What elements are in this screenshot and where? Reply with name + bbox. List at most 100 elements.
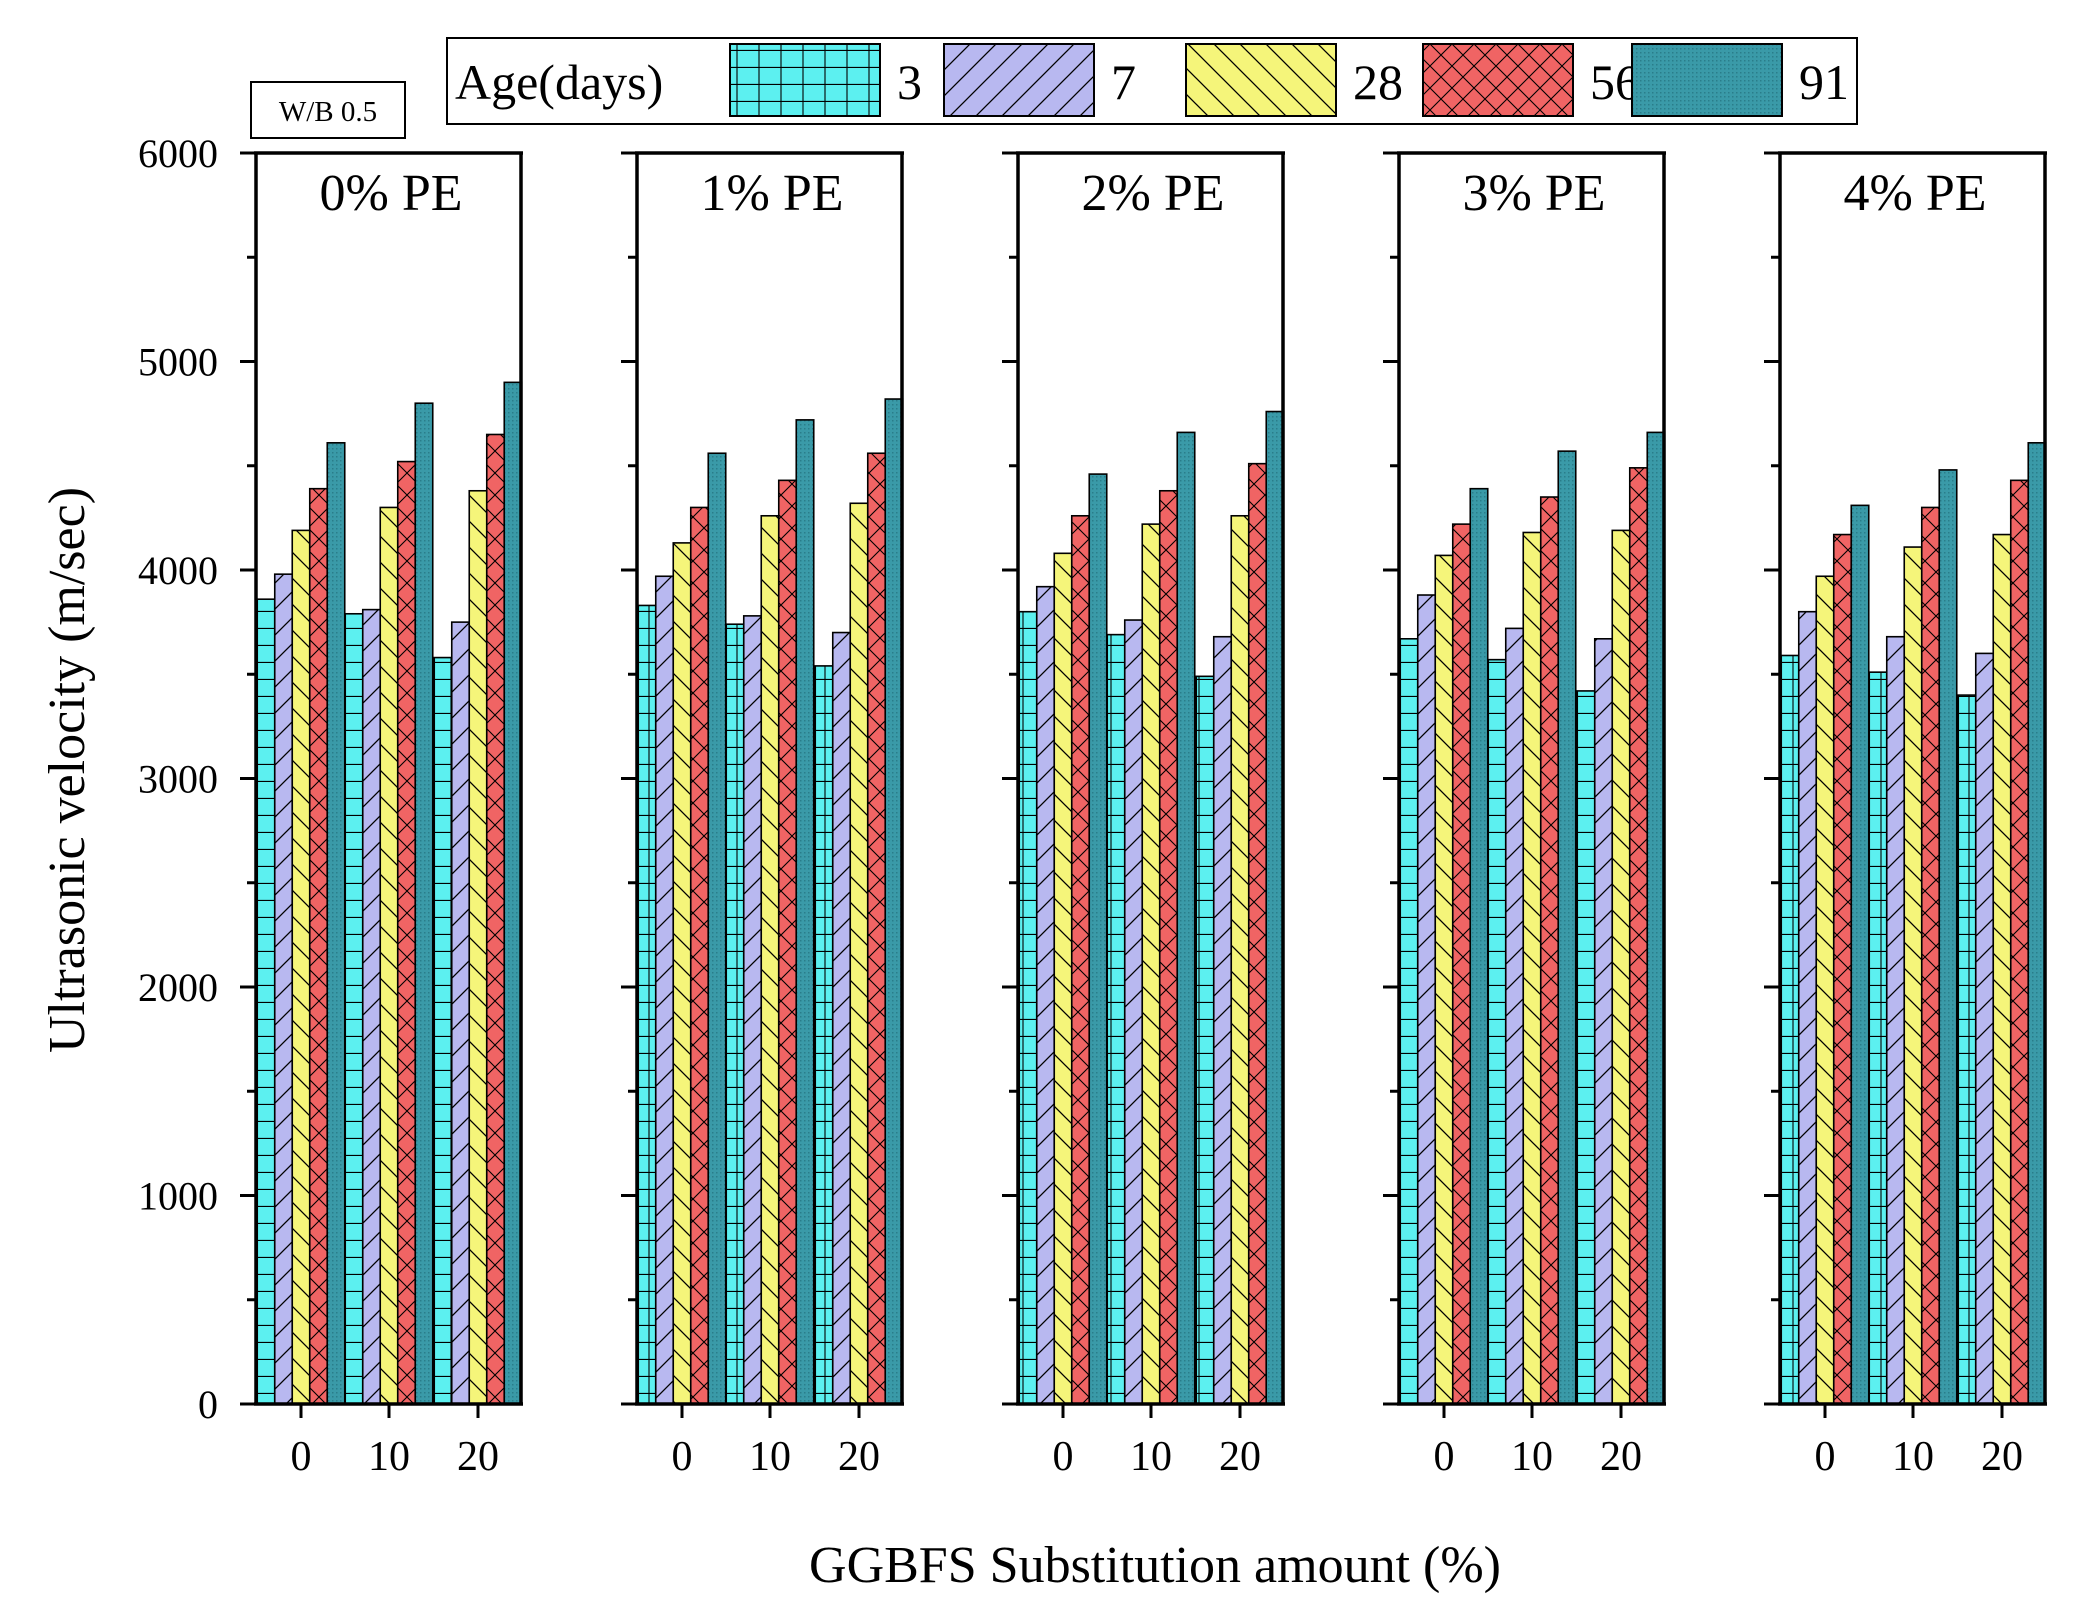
bar [1230,514,1250,1405]
legend-swatch-56 [1422,43,1574,117]
bar [689,506,710,1405]
bar [1611,529,1631,1405]
bar [1885,635,1906,1405]
bar [795,419,815,1405]
y-axis-title: Ultrasonic velocity (m/sec) [39,487,96,1053]
bar [1646,431,1666,1405]
x-tick-label: 10 [368,1434,410,1480]
x-tick-label: 10 [1130,1434,1172,1480]
bar [396,460,417,1405]
x-tick-label: 0 [672,1434,693,1480]
bar [1265,410,1285,1405]
panel-3: 0 10 20 3% PE [1383,151,1666,1480]
bar [1195,675,1215,1405]
bar [485,433,506,1405]
panel-title: 0% PE [320,165,463,222]
panel-title: 2% PE [1082,165,1225,222]
bar [308,487,329,1405]
bar [1487,658,1507,1405]
legend-swatch-28 [1185,43,1337,117]
bar [1992,533,2012,1405]
bar [1780,654,1800,1405]
legend-swatch-3 [729,43,881,117]
bar [1974,652,1995,1405]
bar [1106,633,1126,1405]
bar [1451,523,1472,1405]
bar [1815,575,1835,1405]
bar [725,623,745,1405]
panel-title: 1% PE [701,165,844,222]
bar [1035,585,1056,1405]
x-tick-label: 0 [1815,1434,1836,1480]
bar [379,506,399,1405]
bar [814,665,834,1405]
y-tick-label: 5000 [138,340,218,385]
bar [1938,469,1958,1405]
x-tick-label: 10 [1511,1434,1553,1480]
x-axis-title: GGBFS Substitution amount (%) [809,1537,1501,1594]
bar [1158,489,1179,1405]
bar [414,402,434,1405]
x-tick-label: 20 [457,1434,499,1480]
legend-swatch-91 [1631,43,1783,117]
bar [2009,479,2030,1405]
legend-swatch-7 [943,43,1095,117]
bar [291,529,311,1405]
y-tick-label: 4000 [138,548,218,593]
y-tick-label: 0 [198,1382,218,1427]
y-tick-labels: 0 1000 2000 3000 4000 5000 6000 [138,131,218,1427]
bar [884,398,904,1405]
bar [344,612,364,1405]
y-tick-label: 6000 [138,131,218,176]
bar [1903,546,1923,1405]
legend-title: Age(days) [455,54,663,110]
bar [1868,671,1888,1405]
x-tick-label: 20 [1219,1434,1261,1480]
bar [707,452,727,1405]
x-tick-label: 10 [1892,1434,1934,1480]
legend-label-28: 28 [1353,54,1403,110]
bar [849,502,869,1405]
bar [1141,523,1161,1405]
bar [1920,506,1941,1405]
bar [2027,442,2047,1405]
panel-1: 0 10 20 1% PE [621,151,904,1480]
panel-title: 3% PE [1463,165,1606,222]
bar [1557,450,1577,1405]
bar [1522,531,1542,1405]
bar [503,381,523,1405]
x-tick-label: 0 [1434,1434,1455,1480]
bar [1576,690,1596,1405]
legend-label-91: 91 [1799,54,1849,110]
bar [326,442,346,1405]
bar [361,608,382,1405]
bar [273,573,294,1405]
bar [1416,594,1437,1405]
legend-label-3: 3 [897,54,922,110]
annotation-text: W/B 0.5 [279,96,377,128]
bar [1247,462,1268,1405]
bar [654,575,675,1405]
legend: Age(days) 3 7 28 56 91 [446,37,1858,125]
x-tick-label: 0 [291,1434,312,1480]
annotation-box [250,81,406,139]
bar [1088,473,1108,1405]
bar [866,452,887,1405]
legend-items: 3 7 28 56 91 [729,43,1849,117]
x-tick-label: 20 [1981,1434,2023,1480]
bar [831,631,852,1405]
bar [760,514,780,1405]
bar [1593,638,1614,1405]
bar [1070,514,1091,1405]
x-tick-label: 0 [1053,1434,1074,1480]
panels: 0 10 20 0% PE 0 10 20 1% PE 0 10 20 2% PE 0 10 20 3% PE… [240,151,2047,1480]
x-tick-label: 20 [838,1434,880,1480]
bar [1123,619,1144,1405]
panel-2: 0 10 20 2% PE [1002,151,1285,1480]
x-tick-label: 20 [1600,1434,1642,1480]
bar [1212,635,1233,1405]
y-tick-label: 2000 [138,965,218,1010]
panel-0: 0 10 20 0% PE [240,151,523,1480]
bar [1434,554,1454,1405]
bar [1850,504,1870,1405]
